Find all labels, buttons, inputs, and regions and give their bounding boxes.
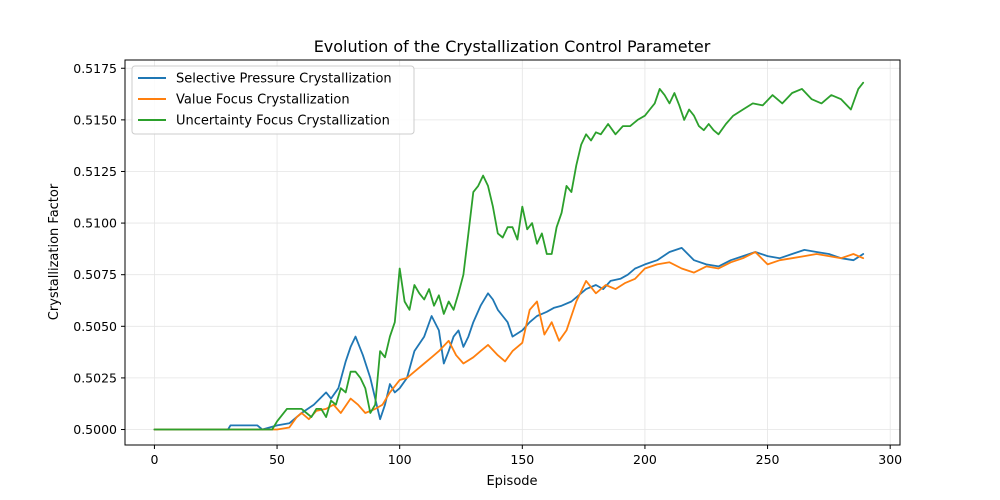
legend-label: Uncertainty Focus Crystallization bbox=[176, 114, 390, 129]
x-tick-label: 250 bbox=[756, 452, 780, 467]
x-axis-label: Episode bbox=[486, 474, 537, 489]
legend: Selective Pressure Crystallization Value … bbox=[131, 65, 415, 135]
x-axis: 0 50 100 150 200 250 300 bbox=[150, 445, 902, 467]
chart-title: Evolution of the Crystallization Control… bbox=[314, 37, 711, 56]
x-tick-label: 300 bbox=[878, 452, 902, 467]
series-lines bbox=[153, 81, 865, 431]
x-tick-label: 100 bbox=[388, 452, 412, 467]
legend-label: Value Focus Crystallization bbox=[176, 93, 350, 108]
y-tick-label: 0.5050 bbox=[73, 319, 117, 334]
legend-label: Selective Pressure Crystallization bbox=[176, 72, 392, 87]
legend-items: Selective Pressure Crystallization Value … bbox=[138, 72, 392, 129]
plot-frame bbox=[124, 59, 901, 446]
y-axis: 0.5000 0.5025 0.5050 0.5075 0.5100 0.5125 0.51… bbox=[73, 61, 125, 437]
y-tick-label: 0.5175 bbox=[73, 61, 117, 76]
y-tick-label: 0.5000 bbox=[73, 422, 117, 437]
series-line-2 bbox=[153, 251, 865, 431]
grid bbox=[125, 60, 900, 445]
series-line-1 bbox=[153, 246, 865, 431]
legend-box bbox=[131, 65, 415, 135]
y-tick-label: 0.5100 bbox=[73, 216, 117, 231]
y-tick-label: 0.5075 bbox=[73, 267, 117, 282]
x-tick-label: 0 bbox=[150, 452, 158, 467]
series-line-3 bbox=[153, 81, 865, 431]
y-axis-label: Crystallization Factor bbox=[47, 183, 62, 320]
y-tick-label: 0.5025 bbox=[73, 370, 117, 385]
x-tick-label: 50 bbox=[269, 452, 285, 467]
y-tick-label: 0.5150 bbox=[73, 112, 117, 127]
y-tick-label: 0.5125 bbox=[73, 164, 117, 179]
x-tick-label: 150 bbox=[510, 452, 534, 467]
x-tick-label: 200 bbox=[633, 452, 657, 467]
